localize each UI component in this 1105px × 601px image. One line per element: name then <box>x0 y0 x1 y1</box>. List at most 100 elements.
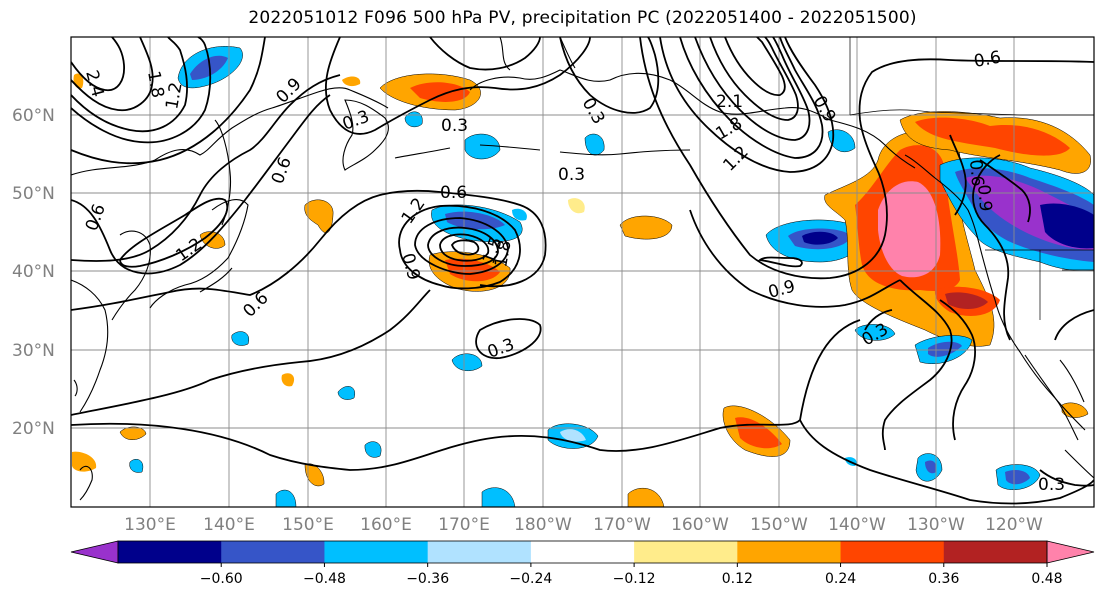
pv-contour <box>972 154 1011 341</box>
pv-contour <box>427 226 499 267</box>
precip-patch <box>512 208 527 221</box>
colorbar-tick-label: −0.48 <box>303 571 346 587</box>
pv-contour <box>694 37 811 141</box>
precip-patch <box>72 451 97 472</box>
precip-patch <box>568 198 585 214</box>
lon-label: 120°W <box>985 515 1043 535</box>
map-frame <box>70 36 1095 508</box>
colorbar-bin <box>530 541 635 563</box>
border-canada <box>849 37 1094 116</box>
pv-contour <box>639 37 1094 280</box>
precip-patch <box>1040 203 1094 249</box>
contour-label: 0.9 <box>973 184 995 213</box>
precip-patch <box>464 133 501 160</box>
colorbar-tick-label: 0.36 <box>928 571 959 587</box>
lon-label: 150°E <box>282 515 334 535</box>
lon-label: 160°W <box>671 515 729 535</box>
map-title: 2022051012 F096 500 hPa PV, precipitatio… <box>248 8 917 28</box>
contour-label: 1.8 <box>491 239 515 269</box>
lat-label-20: 20°N <box>12 419 55 439</box>
pv-contour <box>71 319 861 471</box>
coastline-asia <box>71 87 389 176</box>
precip-patch <box>281 373 295 387</box>
pv-contour <box>439 233 490 262</box>
precip-patch <box>945 292 988 309</box>
pv-contour <box>709 37 799 121</box>
pv-contour <box>119 197 229 268</box>
pv-contour <box>949 134 967 216</box>
pv-contour <box>1054 309 1094 341</box>
pv-contour <box>475 318 542 359</box>
precip-patch <box>560 429 586 442</box>
pv-contour <box>799 419 1094 505</box>
lon-label: 130°E <box>124 515 176 535</box>
colorbar-over-triangle <box>1046 540 1095 564</box>
lon-label: 170°E <box>438 515 490 535</box>
lon-label: 130°W <box>907 515 965 535</box>
coastline-bc <box>904 154 1086 431</box>
pv-contour <box>429 37 541 71</box>
colorbar: −0.60 −0.48 −0.36 −0.24 −0.12 0.12 0.24 0.36 0.4… <box>70 540 1095 587</box>
pv-contour <box>71 189 547 311</box>
precip-patch <box>1005 470 1030 485</box>
pv-contour <box>659 37 835 173</box>
contour-label: 0.3 <box>441 116 468 136</box>
colorbar-bin <box>118 541 222 563</box>
lat-labels: 60°N 50°N 40°N 30°N 20°N <box>12 106 55 439</box>
coastline-baja <box>1024 354 1085 441</box>
precip-patch <box>275 489 297 507</box>
pv-contour <box>71 289 431 416</box>
coastline-mexico <box>1064 449 1094 479</box>
lat-label-50: 50°N <box>12 184 55 204</box>
contour-label: 0.6 <box>965 159 987 188</box>
pv-contour <box>689 209 901 308</box>
contour-label: 1.8 <box>143 69 167 99</box>
pv-contours <box>71 37 1094 505</box>
colorbar-tick-label: 0.24 <box>825 571 856 587</box>
colorbar-bin <box>324 541 429 563</box>
precip-patch <box>802 231 838 245</box>
coastline-taiwan <box>73 379 78 397</box>
precip-patch <box>481 487 516 507</box>
lon-label: 140°E <box>203 515 255 535</box>
colorbar-tick-label: 0.48 <box>1031 571 1062 587</box>
precip-patch <box>928 341 962 357</box>
precip-patch <box>915 117 1070 156</box>
pv-contour <box>71 37 212 144</box>
pv-contour <box>71 74 341 262</box>
coastline-china <box>71 279 109 413</box>
precip-patch <box>445 258 500 282</box>
contour-label: 2.1 <box>716 92 743 112</box>
precip-patch <box>619 215 673 240</box>
precip-patch <box>364 441 382 458</box>
contour-label: 0.3 <box>1038 475 1065 495</box>
lon-label: 140°W <box>828 515 886 535</box>
coastline-aleutians <box>394 144 691 159</box>
lat-label-60: 60°N <box>12 106 55 126</box>
lon-label: 160°E <box>360 515 412 535</box>
lon-label: 150°W <box>750 515 808 535</box>
contour-label: 0.6 <box>440 183 467 203</box>
pv-contour <box>559 37 660 114</box>
colorbar-tick-label: −0.36 <box>406 571 449 587</box>
colorbar-tick-label: −0.24 <box>509 571 552 587</box>
contour-label: 0.6 <box>972 48 1002 72</box>
pv-contour <box>1039 469 1094 487</box>
contour-labels: 2.4 1.8 1.2 0.9 0.6 0.3 0.3 0.3 0.6 0.6 … <box>81 48 1065 495</box>
precip-patch <box>304 463 325 487</box>
colorbar-bin <box>427 541 532 563</box>
pv-contour <box>979 159 1031 223</box>
colorbar-bins <box>118 541 1048 563</box>
colorbar-tick-label: −0.12 <box>613 571 656 587</box>
colorbar-under-triangle <box>70 540 119 564</box>
precip-patch <box>231 331 250 346</box>
precip-patch <box>925 460 937 474</box>
pv-contour <box>71 37 266 165</box>
precip-patch <box>404 111 423 128</box>
colorbar-bin <box>840 541 945 563</box>
coastline-japan <box>149 199 249 309</box>
pv-contour <box>71 37 154 112</box>
pv-contour <box>71 37 125 92</box>
colorbar-bin <box>943 541 1048 563</box>
pv-contour <box>864 309 893 331</box>
